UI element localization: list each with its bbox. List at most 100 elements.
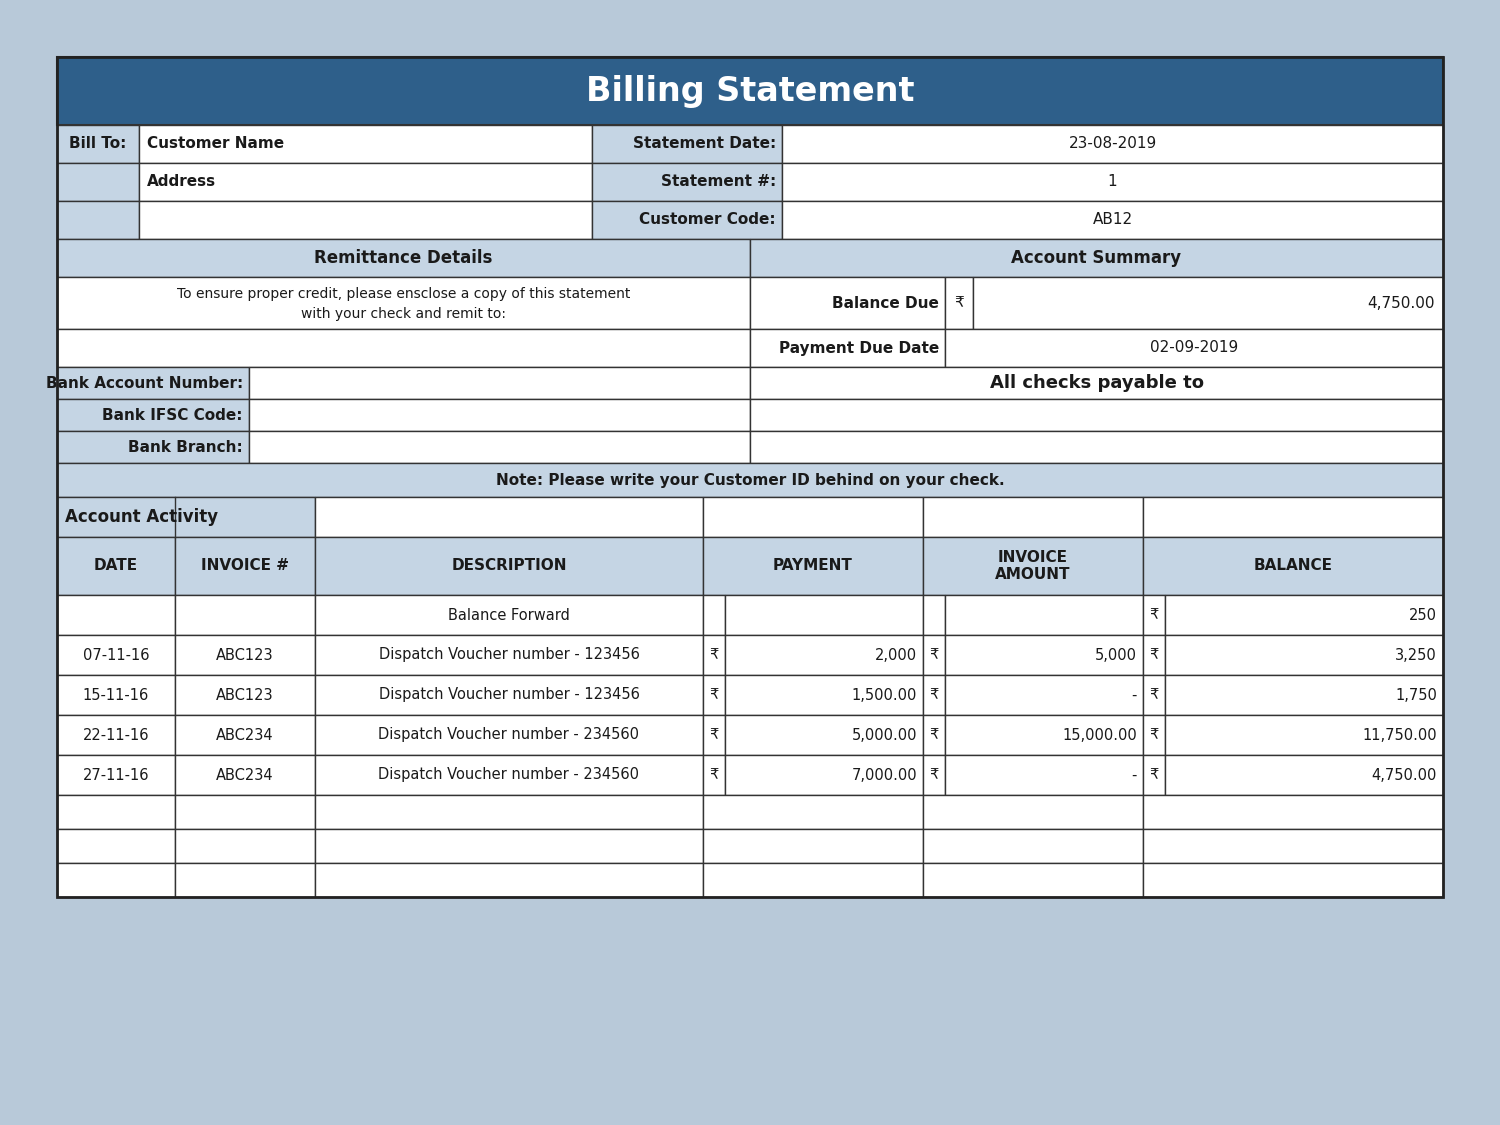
- Text: Account Activity: Account Activity: [64, 508, 218, 526]
- Bar: [922, 716, 945, 755]
- Bar: [945, 675, 1143, 716]
- Bar: [945, 328, 1443, 367]
- Bar: [704, 634, 724, 675]
- Text: Customer Code:: Customer Code:: [639, 213, 776, 227]
- Bar: [1166, 634, 1443, 675]
- Bar: [176, 634, 315, 675]
- Text: ABC123: ABC123: [216, 648, 274, 663]
- Bar: [315, 595, 704, 634]
- Text: 1,500.00: 1,500.00: [852, 687, 916, 702]
- Text: Balance Due: Balance Due: [833, 296, 939, 310]
- Text: Billing Statement: Billing Statement: [585, 74, 914, 108]
- Text: 1: 1: [1107, 174, 1118, 189]
- Bar: [315, 497, 704, 537]
- Bar: [922, 829, 1143, 863]
- Bar: [704, 755, 724, 795]
- Bar: [57, 537, 176, 595]
- Bar: [140, 201, 592, 238]
- Text: DESCRIPTION: DESCRIPTION: [452, 558, 567, 574]
- Bar: [704, 595, 724, 634]
- Bar: [249, 431, 750, 463]
- Bar: [782, 125, 1443, 163]
- Bar: [704, 829, 922, 863]
- Bar: [750, 431, 1443, 463]
- Bar: [57, 497, 315, 537]
- Bar: [1143, 716, 1166, 755]
- Text: BALANCE: BALANCE: [1254, 558, 1332, 574]
- Bar: [57, 829, 176, 863]
- Bar: [57, 634, 176, 675]
- Text: ₹: ₹: [710, 648, 718, 663]
- Bar: [57, 163, 140, 201]
- Bar: [249, 367, 750, 399]
- Bar: [922, 795, 1143, 829]
- Text: ₹: ₹: [710, 767, 718, 783]
- Bar: [176, 716, 315, 755]
- Bar: [315, 716, 704, 755]
- Text: Account Summary: Account Summary: [1011, 249, 1182, 267]
- Text: 15-11-16: 15-11-16: [82, 687, 148, 702]
- Bar: [176, 595, 315, 634]
- Text: ₹: ₹: [1149, 687, 1158, 702]
- Text: 02-09-2019: 02-09-2019: [1150, 341, 1238, 356]
- Bar: [1143, 863, 1443, 897]
- Text: PAYMENT: PAYMENT: [772, 558, 853, 574]
- Bar: [1143, 497, 1443, 537]
- Bar: [57, 755, 176, 795]
- Text: Balance Forward: Balance Forward: [448, 608, 570, 622]
- Bar: [945, 595, 1143, 634]
- Text: Bill To:: Bill To:: [69, 136, 126, 152]
- Bar: [176, 829, 315, 863]
- Bar: [922, 755, 945, 795]
- Bar: [782, 163, 1443, 201]
- Bar: [724, 755, 922, 795]
- Bar: [750, 399, 1443, 431]
- Bar: [922, 634, 945, 675]
- Bar: [140, 163, 592, 201]
- Text: 4,750.00: 4,750.00: [1368, 296, 1436, 310]
- Text: Dispatch Voucher number - 234560: Dispatch Voucher number - 234560: [378, 767, 639, 783]
- Text: DATE: DATE: [94, 558, 138, 574]
- Bar: [57, 675, 176, 716]
- Text: 3,250: 3,250: [1395, 648, 1437, 663]
- Bar: [1143, 675, 1166, 716]
- Bar: [57, 464, 1443, 497]
- Text: Bank Branch:: Bank Branch:: [128, 440, 243, 454]
- Bar: [176, 537, 315, 595]
- Text: Statement Date:: Statement Date:: [633, 136, 776, 152]
- Text: ₹: ₹: [954, 296, 964, 310]
- Bar: [1166, 675, 1443, 716]
- Text: 15,000.00: 15,000.00: [1062, 728, 1137, 742]
- Text: All checks payable to: All checks payable to: [990, 374, 1203, 391]
- Bar: [704, 497, 922, 537]
- Bar: [57, 201, 140, 238]
- Bar: [922, 497, 1143, 537]
- Bar: [315, 634, 704, 675]
- Bar: [1166, 755, 1443, 795]
- Bar: [922, 537, 1143, 595]
- Bar: [57, 57, 1443, 897]
- Text: 5,000.00: 5,000.00: [852, 728, 916, 742]
- Bar: [782, 201, 1443, 238]
- Bar: [704, 537, 922, 595]
- Bar: [750, 238, 1443, 277]
- Text: ₹: ₹: [930, 687, 939, 702]
- Text: 27-11-16: 27-11-16: [82, 767, 148, 783]
- Bar: [1143, 795, 1443, 829]
- Bar: [724, 675, 922, 716]
- Bar: [1143, 755, 1166, 795]
- Bar: [750, 277, 945, 328]
- Bar: [315, 863, 704, 897]
- Bar: [592, 201, 782, 238]
- Text: 5,000: 5,000: [1095, 648, 1137, 663]
- Text: Dispatch Voucher number - 123456: Dispatch Voucher number - 123456: [378, 687, 639, 702]
- Text: AB12: AB12: [1092, 213, 1132, 227]
- Text: Dispatch Voucher number - 123456: Dispatch Voucher number - 123456: [378, 648, 639, 663]
- Bar: [1143, 537, 1443, 595]
- Bar: [57, 595, 176, 634]
- Text: To ensure proper credit, please ensclose a copy of this statement: To ensure proper credit, please ensclose…: [177, 287, 630, 300]
- Bar: [945, 716, 1143, 755]
- Bar: [57, 328, 750, 367]
- Text: Payment Due Date: Payment Due Date: [778, 341, 939, 356]
- Bar: [57, 863, 176, 897]
